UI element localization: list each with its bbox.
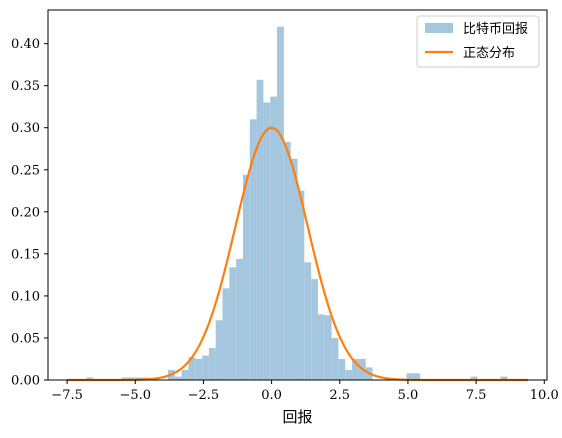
histogram-bar — [208, 348, 216, 380]
histogram-bar — [215, 320, 223, 380]
y-axis-ticks: 0.00 0.05 0.10 0.15 0.20 0.25 0.30 0.35 0.40 — [11, 37, 48, 389]
histogram-bar — [331, 337, 339, 380]
histogram-bar — [236, 258, 243, 380]
histogram-bar — [290, 158, 298, 380]
histogram-bar — [413, 373, 421, 380]
histogram-bar — [338, 358, 346, 380]
y-tick-label: 0.10 — [11, 289, 40, 304]
y-tick-label: 0.30 — [11, 121, 40, 136]
histogram-bar — [317, 314, 325, 380]
histogram-bar — [174, 376, 182, 380]
histogram-bar — [311, 279, 318, 380]
legend-label-histogram: 比特币回报 — [463, 22, 528, 37]
y-tick-label: 0.20 — [11, 205, 40, 220]
histogram-bar — [283, 142, 291, 380]
y-tick-label: 0.40 — [11, 37, 40, 52]
y-tick-label: 0.25 — [11, 163, 40, 178]
histogram-bar — [86, 377, 93, 380]
histogram-bar — [188, 357, 196, 380]
legend-label-normal: 正态分布 — [463, 46, 515, 61]
histogram-bar — [304, 262, 312, 380]
y-tick-label: 0.05 — [11, 331, 40, 346]
histogram-bar — [121, 377, 129, 380]
x-tick-label: 5.0 — [398, 388, 419, 403]
x-axis-title: 回报 — [282, 408, 312, 426]
histogram-bar — [263, 102, 271, 380]
histogram-bar — [242, 174, 250, 380]
legend: 比特币回报 正态分布 — [416, 15, 540, 68]
y-tick-label: 0.00 — [11, 374, 40, 389]
histogram-bar — [202, 355, 209, 380]
histogram-bar — [277, 26, 284, 381]
y-tick-label: 0.35 — [11, 79, 40, 94]
histogram-bar — [128, 377, 136, 380]
histogram-bar — [222, 288, 230, 380]
histogram-bar — [256, 79, 264, 380]
histogram-bar — [352, 358, 359, 380]
histogram-bar — [181, 369, 189, 380]
y-tick-label: 0.15 — [11, 247, 40, 262]
x-tick-label: −2.5 — [188, 388, 220, 403]
histogram-bar — [195, 358, 203, 380]
histogram-bar — [500, 376, 508, 380]
x-tick-label: 10.0 — [530, 388, 559, 403]
histogram-bar — [229, 267, 237, 380]
x-tick-label: −5.0 — [119, 388, 151, 403]
histogram-bar — [270, 96, 278, 380]
legend-patch-histogram — [425, 23, 453, 33]
x-tick-label: 2.5 — [329, 388, 350, 403]
histogram-bar — [249, 119, 257, 381]
histogram-bars — [86, 26, 508, 381]
x-tick-label: −7.5 — [51, 388, 83, 403]
x-axis-ticks: −7.5 −5.0 −2.5 0.0 2.5 5.0 7.5 10.0 — [51, 380, 559, 403]
histogram-bar — [345, 369, 353, 380]
histogram-bar — [297, 190, 305, 380]
x-tick-label: 0.0 — [261, 388, 282, 403]
histogram-bar — [324, 315, 332, 380]
x-tick-label: 7.5 — [466, 388, 487, 403]
histogram-bar — [470, 376, 478, 380]
histogram-bar — [406, 373, 414, 380]
plot-frame — [47, 9, 548, 381]
